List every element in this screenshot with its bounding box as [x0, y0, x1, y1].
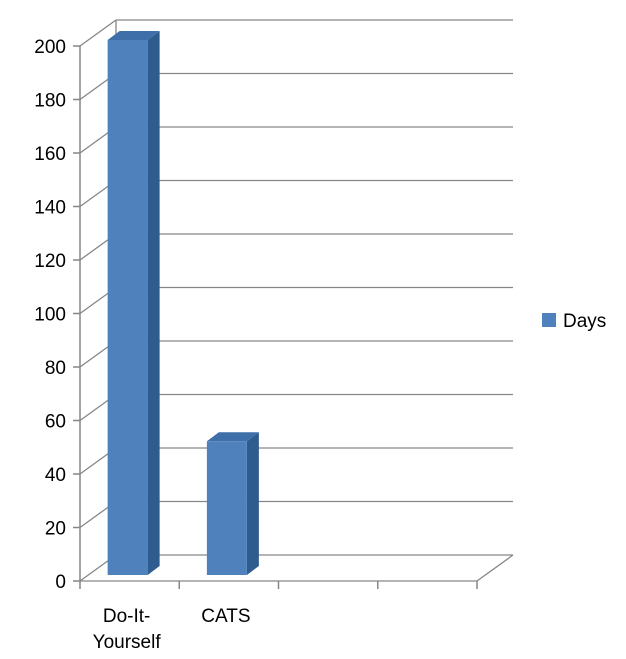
- y-tick-label: 160: [34, 144, 66, 165]
- bar: [206, 432, 259, 575]
- y-tick-label: 180: [34, 91, 66, 112]
- y-tick-label: 100: [34, 305, 66, 326]
- bar: [107, 31, 160, 575]
- bar-side: [246, 432, 259, 575]
- x-tick-label: Yourself: [93, 632, 162, 653]
- bar-side: [147, 31, 160, 575]
- y-tick-label: 0: [55, 572, 66, 593]
- axes: [73, 45, 478, 589]
- bar-top: [206, 432, 259, 442]
- legend-label: Days: [563, 311, 606, 332]
- bar-front: [206, 441, 247, 575]
- bars: [107, 31, 259, 575]
- axis-labels: 0 20 40 60 80 100 120 140 160 180 200 Do-It- Yoursel…: [34, 37, 250, 653]
- y-tick-label: 140: [34, 198, 66, 219]
- y-tick-label: 120: [34, 251, 66, 272]
- legend: Days: [542, 311, 606, 332]
- gridline-diagonal: [79, 19, 117, 47]
- y-tick-label: 200: [34, 37, 66, 58]
- x-tick-label: CATS: [201, 606, 250, 627]
- y-tick-label: 20: [45, 519, 66, 540]
- bar-top: [107, 31, 160, 40]
- y-tick-label: 40: [45, 465, 66, 486]
- x-tick-label: Do-It-: [103, 606, 151, 627]
- y-tick-label: 80: [45, 358, 66, 379]
- bar-front: [107, 40, 148, 575]
- legend-swatch: [542, 313, 556, 327]
- floor-right-edge: [476, 554, 514, 582]
- y-tick-label: 60: [45, 412, 66, 433]
